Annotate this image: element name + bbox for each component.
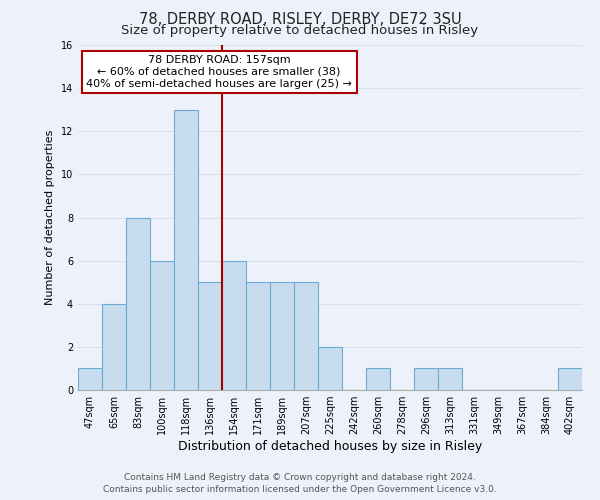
Text: 78 DERBY ROAD: 157sqm
← 60% of detached houses are smaller (38)
40% of semi-deta: 78 DERBY ROAD: 157sqm ← 60% of detached … xyxy=(86,56,352,88)
Bar xyxy=(102,304,126,390)
Bar xyxy=(78,368,102,390)
Text: Contains HM Land Registry data © Crown copyright and database right 2024.
Contai: Contains HM Land Registry data © Crown c… xyxy=(103,472,497,494)
X-axis label: Distribution of detached houses by size in Risley: Distribution of detached houses by size … xyxy=(178,440,482,453)
Bar xyxy=(150,260,174,390)
Y-axis label: Number of detached properties: Number of detached properties xyxy=(45,130,55,305)
Text: Size of property relative to detached houses in Risley: Size of property relative to detached ho… xyxy=(121,24,479,37)
Bar xyxy=(294,282,318,390)
Bar xyxy=(126,218,150,390)
Bar xyxy=(174,110,198,390)
Bar xyxy=(198,282,222,390)
Text: 78, DERBY ROAD, RISLEY, DERBY, DE72 3SU: 78, DERBY ROAD, RISLEY, DERBY, DE72 3SU xyxy=(139,12,461,28)
Bar xyxy=(318,347,342,390)
Bar xyxy=(270,282,294,390)
Bar xyxy=(222,260,246,390)
Bar xyxy=(414,368,438,390)
Bar xyxy=(366,368,390,390)
Bar xyxy=(246,282,270,390)
Bar xyxy=(558,368,582,390)
Bar xyxy=(438,368,462,390)
